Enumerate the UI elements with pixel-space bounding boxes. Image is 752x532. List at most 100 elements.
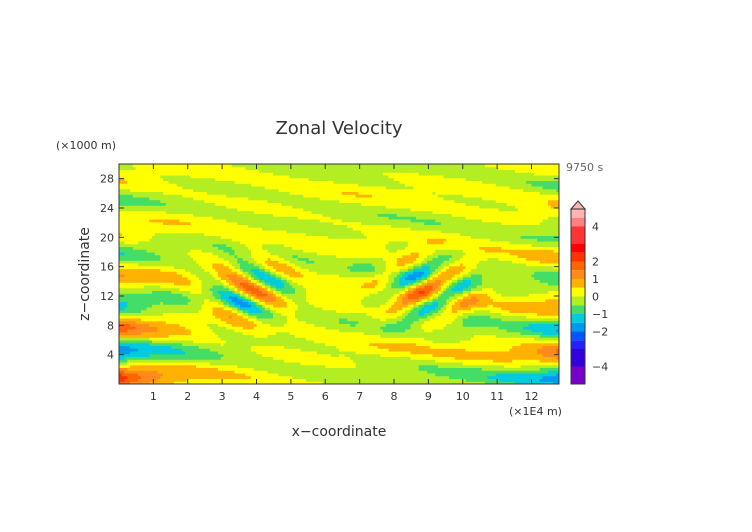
field-cell (341, 364, 345, 368)
field-cell (482, 370, 486, 374)
field-cell (336, 334, 340, 338)
field-cell (328, 331, 332, 335)
field-cell (127, 318, 131, 322)
field-cell (314, 309, 318, 313)
field-cell (121, 337, 125, 341)
field-cell (394, 367, 398, 371)
field-cell (399, 362, 403, 366)
field-cell (440, 340, 444, 344)
field-cell (490, 315, 494, 319)
field-cell (432, 307, 436, 311)
field-cell (267, 370, 271, 374)
field-cell (339, 351, 343, 355)
field-cell (157, 320, 161, 324)
field-cell (325, 381, 329, 384)
field-cell (253, 373, 257, 377)
field-cell (396, 309, 400, 313)
field-cell (352, 326, 356, 330)
field-cell (182, 301, 186, 305)
field-cell (460, 307, 464, 311)
field-cell (460, 378, 464, 382)
field-cell (394, 329, 398, 333)
field-cell (432, 348, 436, 352)
field-cell (471, 340, 475, 344)
field-cell (231, 320, 235, 324)
field-cell (163, 364, 167, 368)
field-cell (226, 331, 230, 335)
field-cell (531, 326, 535, 330)
field-cell (267, 345, 271, 349)
field-cell (394, 381, 398, 384)
field-cell (297, 337, 301, 341)
field-cell (402, 364, 406, 368)
field-cell (391, 329, 395, 333)
field-cell (248, 342, 252, 346)
field-cell (259, 331, 263, 335)
field-cell (259, 312, 263, 316)
field-cell (242, 337, 246, 341)
field-cell (460, 370, 464, 374)
field-cell (152, 315, 156, 319)
field-cell (171, 329, 175, 333)
field-cell (149, 323, 153, 327)
field-cell (385, 378, 389, 382)
field-cell (124, 353, 128, 357)
field-cell (248, 340, 252, 344)
field-cell (176, 364, 180, 368)
field-cell (209, 315, 213, 319)
field-cell (182, 334, 186, 338)
field-cell (328, 370, 332, 374)
field-cell (259, 318, 263, 322)
field-cell (198, 312, 202, 316)
field-cell (352, 345, 356, 349)
field-cell (157, 356, 161, 360)
field-cell (220, 362, 224, 366)
field-cell (196, 331, 200, 335)
field-cell (405, 367, 409, 371)
field-cell (471, 359, 475, 363)
field-cell (264, 315, 268, 319)
field-cell (226, 353, 230, 357)
field-cell (352, 304, 356, 308)
field-cell (157, 337, 161, 341)
field-cell (460, 309, 464, 313)
field-cell (509, 315, 513, 319)
field-cell (399, 345, 403, 349)
field-cell (440, 307, 444, 311)
field-cell (506, 304, 510, 308)
field-cell (545, 370, 549, 374)
field-cell (399, 320, 403, 324)
field-cell (311, 378, 315, 382)
field-cell (440, 331, 444, 335)
field-cell (259, 345, 263, 349)
field-cell (361, 364, 365, 368)
field-cell (512, 353, 516, 357)
field-cell (267, 351, 271, 355)
field-cell (493, 367, 497, 371)
field-cell (196, 307, 200, 311)
field-cell (220, 342, 224, 346)
field-cell (548, 323, 552, 327)
field-cell (245, 334, 249, 338)
field-cell (352, 367, 356, 371)
field-cell (504, 370, 508, 374)
field-cell (350, 301, 354, 305)
field-cell (325, 309, 329, 313)
field-cell (443, 337, 447, 341)
field-cell (449, 381, 453, 384)
field-cell (130, 340, 134, 344)
field-cell (394, 326, 398, 330)
field-cell (248, 351, 252, 355)
field-cell (399, 315, 403, 319)
field-cell (143, 326, 147, 330)
field-cell (372, 359, 376, 363)
field-cell (429, 342, 433, 346)
field-cell (380, 381, 384, 384)
field-cell (198, 345, 202, 349)
field-cell (157, 340, 161, 344)
field-cell (435, 351, 439, 355)
field-cell (317, 381, 321, 384)
field-cell (207, 345, 211, 349)
field-cell (363, 326, 367, 330)
field-cell (449, 370, 453, 374)
